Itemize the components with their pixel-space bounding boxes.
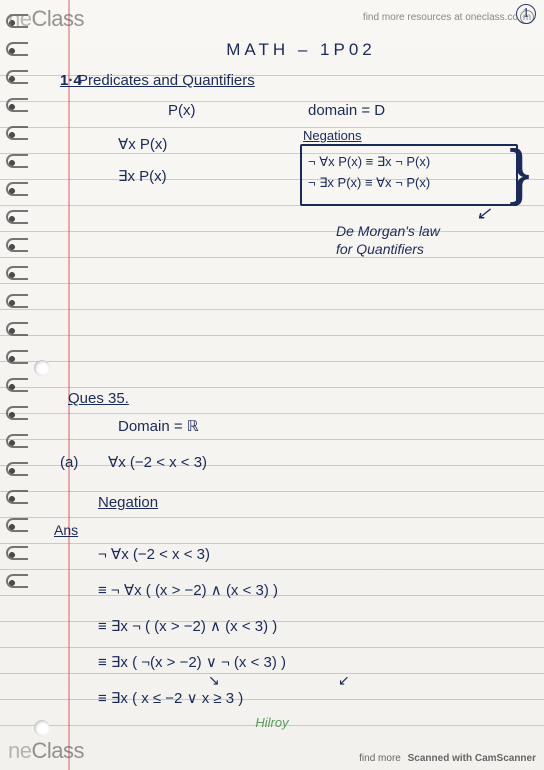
brace-icon: } bbox=[509, 142, 530, 204]
arrow-icon: ↘ bbox=[208, 672, 220, 689]
hilroy-brand: Hilroy bbox=[255, 715, 288, 730]
section-number: 1·4 bbox=[60, 72, 82, 90]
handwritten-content: MATH – 1P02 1·4 Predicates and Quantifie… bbox=[78, 40, 524, 716]
step-5: ≡ ∃x ( x ≤ −2 ∨ x ≥ 3 ) bbox=[78, 690, 524, 712]
header-resources: find more resources at oneclass.com bbox=[363, 10, 534, 24]
step-1: ¬ ∀x (−2 < x < 3) bbox=[78, 546, 524, 568]
spiral-binding bbox=[6, 14, 28, 588]
notebook-page: neClass neClass find more resources at o… bbox=[0, 0, 544, 770]
watermark-bottom: neClass bbox=[8, 738, 84, 764]
demorgan-label: De Morgan's law for Quantifiers bbox=[336, 222, 440, 258]
predicate-px: P(x) bbox=[78, 102, 196, 119]
arrow-icon: ↙ bbox=[338, 672, 350, 689]
step-4: ≡ ∃x ( ¬(x > −2) ∨ ¬ (x < 3) ) ↘ ↙ bbox=[78, 654, 524, 676]
footer-scanned: find more Scanned with CamScanner bbox=[359, 753, 536, 764]
question-domain: Domain = ℝ bbox=[78, 418, 524, 440]
part-a-label: (a) bbox=[60, 454, 78, 472]
negations-box: ¬ ∀x P(x) ≡ ∃x ¬ P(x) ¬ ∃x P(x) ≡ ∀x ¬ P… bbox=[300, 144, 518, 206]
ans-label: Ans bbox=[54, 522, 78, 539]
neg-rule-1: ¬ ∀x P(x) ≡ ∃x ¬ P(x) bbox=[308, 154, 510, 170]
neg-rule-2: ¬ ∃x P(x) ≡ ∀x ¬ P(x) bbox=[308, 175, 510, 191]
course-title: MATH – 1P02 bbox=[78, 40, 524, 62]
page-number-circle: 1 bbox=[516, 4, 536, 24]
watermark-top: neClass bbox=[8, 6, 84, 32]
question-label: Ques 35. bbox=[68, 390, 524, 412]
domain-d: domain = D bbox=[308, 102, 385, 120]
negation-heading: Negation bbox=[78, 494, 524, 516]
step-2: ≡ ¬ ∀x ( (x > −2) ∧ (x < 3) ) bbox=[78, 582, 524, 604]
margin-line bbox=[68, 0, 70, 770]
step-3: ≡ ∃x ¬ ( (x > −2) ∧ (x < 3) ) bbox=[78, 618, 524, 640]
part-a-statement: ∀x (−2 < x < 3) bbox=[78, 454, 207, 471]
section-title: Predicates and Quantifiers bbox=[78, 72, 255, 89]
